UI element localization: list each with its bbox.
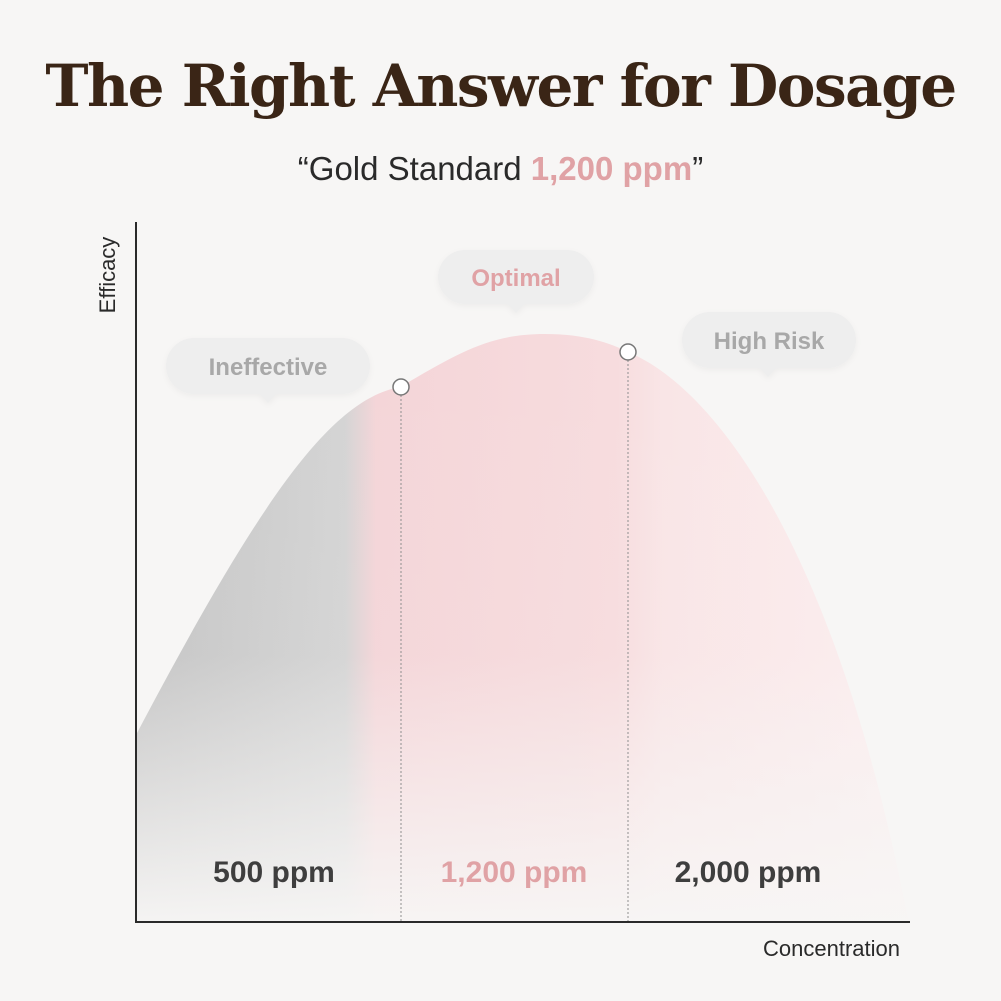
bubble-ineffective-text: Ineffective <box>209 354 328 381</box>
bubble-high-risk-text: High Risk <box>714 328 825 355</box>
y-axis-label: Efficacy <box>95 237 120 314</box>
x-axis-label: Concentration <box>763 936 900 961</box>
subtitle-quote-open: “Gold Standard <box>297 150 531 187</box>
page-title: The Right Answer for Dosage <box>45 52 957 120</box>
bubble-high-risk: High Risk <box>682 312 856 377</box>
value-label-500: 500 ppm <box>213 856 335 889</box>
subtitle-quote-close: ” <box>692 150 704 187</box>
value-label-1200: 1,200 ppm <box>441 856 588 889</box>
subtitle: “Gold Standard 1,200 ppm” <box>0 150 1001 188</box>
bubble-ineffective: Ineffective <box>166 338 370 403</box>
value-label-2000: 2,000 ppm <box>675 856 822 889</box>
curve-fade-overlay <box>136 334 908 922</box>
threshold-marker-high <box>619 343 637 361</box>
subtitle-highlight: 1,200 ppm <box>530 150 693 187</box>
threshold-marker-low <box>392 378 410 396</box>
bubble-optimal-text: Optimal <box>471 265 560 292</box>
bubble-optimal: Optimal <box>438 250 594 313</box>
